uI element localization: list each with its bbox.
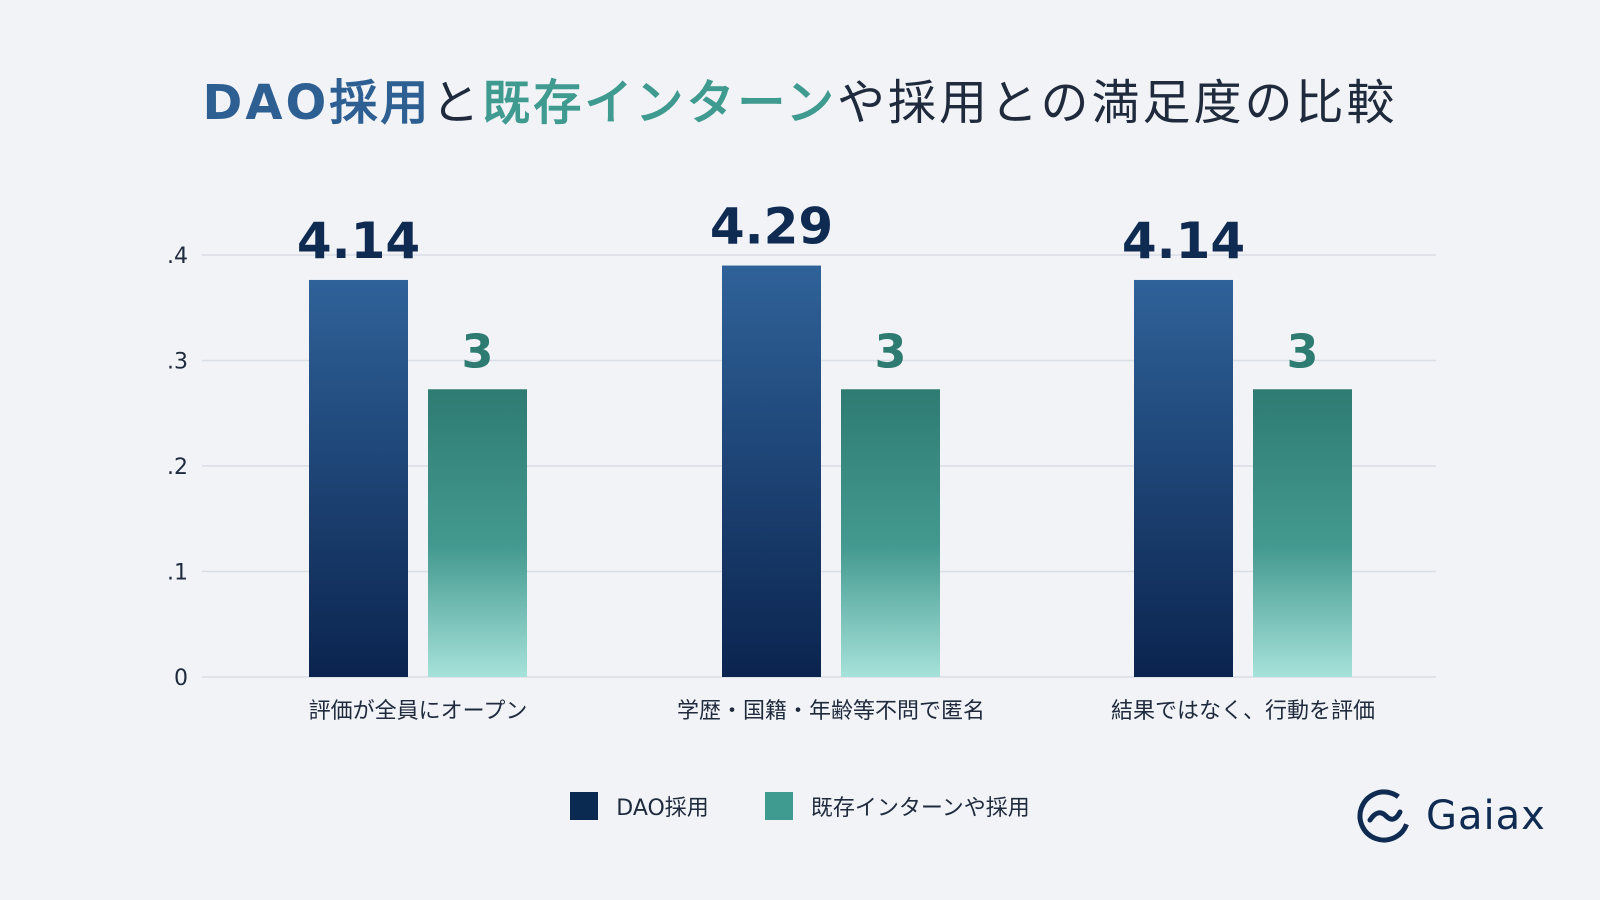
legend: DAO採用 既存インターンや採用 — [0, 790, 1600, 822]
bar-dao-1 — [722, 265, 821, 677]
y-tick-label: .2 — [167, 455, 188, 480]
bar-existing-0 — [428, 389, 527, 677]
legend-swatch-existing — [764, 792, 793, 820]
gaiax-logo-icon — [1357, 789, 1411, 843]
title-existing: 既存インターン — [482, 75, 837, 131]
data-label-existing-2: 3 — [1286, 324, 1318, 378]
data-label-dao-0: 4.14 — [297, 212, 420, 270]
y-tick-label: 0 — [174, 666, 188, 691]
title-connector: と — [431, 75, 483, 131]
legend-swatch-dao — [570, 792, 599, 820]
legend-item-dao: DAO採用 — [570, 790, 709, 822]
data-label-existing-0: 3 — [461, 324, 493, 378]
title-dao: DAO採用 — [202, 75, 432, 131]
bar-dao-2 — [1134, 279, 1233, 677]
legend-item-existing: 既存インターンや採用 — [764, 790, 1030, 822]
legend-label-dao: DAO採用 — [616, 796, 709, 821]
data-label-dao-1: 4.29 — [710, 198, 833, 256]
category-label-1: 学歴・国籍・年齢等不問で匿名 — [677, 699, 985, 724]
title-rest: や採用との満足度の比較 — [836, 75, 1398, 131]
data-label-existing-1: 3 — [874, 324, 906, 378]
y-tick-label: .1 — [167, 561, 188, 586]
gaiax-logo-text: Gaiax — [1426, 793, 1546, 839]
legend-label-existing: 既存インターンや採用 — [810, 796, 1030, 821]
y-tick-label: .3 — [167, 350, 188, 375]
chart-title: DAO採用と既存インターンや採用との満足度の比較 — [0, 68, 1600, 138]
y-tick-label: .4 — [167, 244, 188, 269]
bar-existing-2 — [1253, 389, 1352, 677]
bar-existing-1 — [841, 389, 940, 677]
data-label-dao-2: 4.14 — [1122, 212, 1245, 270]
category-label-0: 評価が全員にオープン — [309, 699, 528, 724]
gaiax-logo: Gaiax — [1356, 788, 1546, 844]
bar-dao-0 — [309, 279, 408, 677]
category-label-2: 結果ではなく、行動を評価 — [1111, 699, 1375, 724]
bar-chart: 0 .1 .2 .3 .4 4.14 3 評価が全員にオープン 4.29 3 学歴・国籍・年齢等不… — [167, 198, 1436, 724]
